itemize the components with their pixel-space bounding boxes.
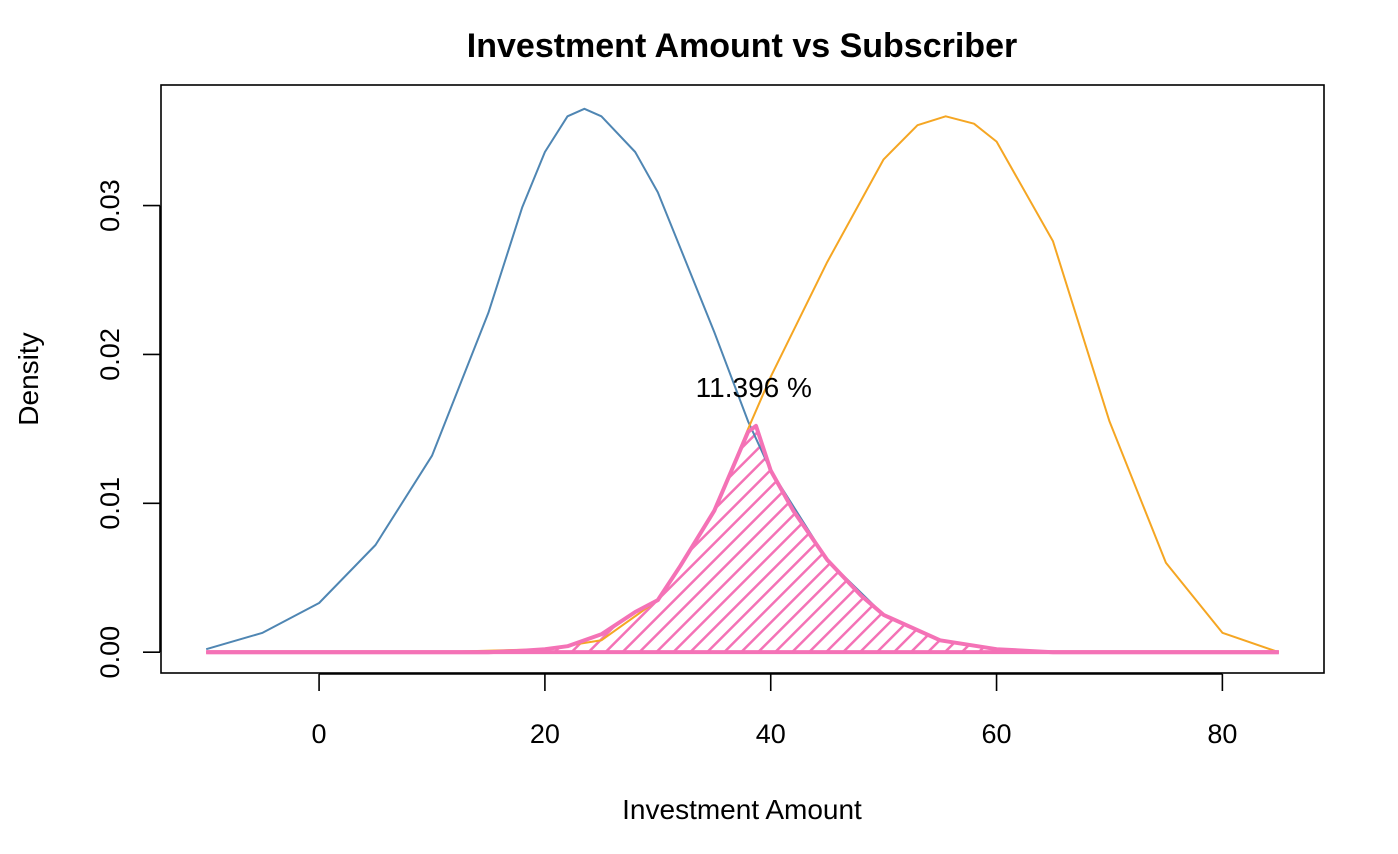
x-axis-label: Investment Amount xyxy=(622,794,862,825)
x-tick-label: 60 xyxy=(982,719,1012,749)
y-tick-label: 0.03 xyxy=(95,179,125,232)
plot-frame xyxy=(160,84,1325,674)
overlap-percentage-label: 11.396 % xyxy=(696,372,812,403)
y-tick-label: 0.02 xyxy=(95,328,125,381)
x-axis: 0 20 40 60 80 xyxy=(312,673,1237,749)
overlap-hatched-area xyxy=(206,425,1279,653)
chart-title: Investment Amount vs Subscriber xyxy=(467,27,1017,65)
x-tick-label: 20 xyxy=(530,719,560,749)
x-tick-label: 0 xyxy=(312,719,327,749)
y-tick-label: 0.00 xyxy=(95,626,125,679)
y-tick-label: 0.01 xyxy=(95,477,125,530)
plot-area xyxy=(205,107,1280,655)
x-tick-label: 40 xyxy=(756,719,786,749)
x-tick-label: 80 xyxy=(1207,719,1237,749)
y-axis: 0.00 0.01 0.02 0.03 xyxy=(95,179,161,679)
y-axis-label: Density xyxy=(13,332,44,425)
